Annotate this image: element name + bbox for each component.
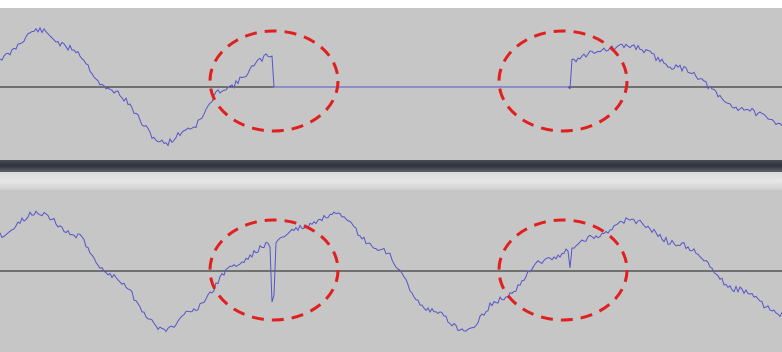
waveform-canvas-top[interactable] <box>0 8 782 160</box>
track-separator-light <box>0 172 782 190</box>
waveform-canvas-bottom[interactable] <box>0 190 782 352</box>
audio-track-bottom[interactable] <box>0 190 782 352</box>
annotation-ellipse-top-left <box>208 29 340 133</box>
audio-track-top[interactable] <box>0 8 782 160</box>
waveform-bottom <box>0 210 782 333</box>
track-separator-dark <box>0 160 782 172</box>
annotation-ellipse-bottom-left <box>208 218 340 322</box>
annotation-ellipse-bottom-right <box>497 218 629 322</box>
annotation-ellipse-top-right <box>497 29 629 133</box>
waveform-top <box>0 26 782 147</box>
